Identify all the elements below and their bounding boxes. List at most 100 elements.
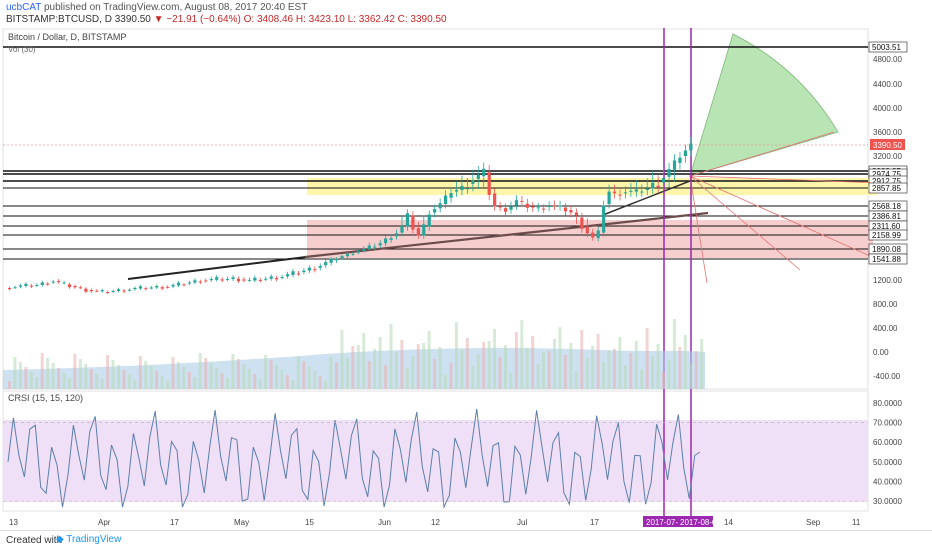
volume-bar (553, 339, 556, 389)
volume-bar (373, 349, 377, 389)
candle-body (106, 292, 110, 293)
volume-bar (427, 331, 431, 389)
brand-name: TradingView (66, 534, 122, 545)
candle-body (645, 188, 649, 191)
volume-bar (236, 359, 240, 389)
candle-body (602, 205, 606, 233)
volume-bar (35, 377, 39, 389)
level-tag-text: 2311.60 (872, 222, 901, 231)
last-price-tag-text: 3390.50 (873, 141, 902, 150)
chart-svg[interactable]: 4800.00 4400.00 4000.00 3600.00 3200.00 1200.… (0, 28, 932, 530)
volume-bar (378, 337, 382, 389)
volume-bar (405, 368, 409, 389)
low-readout: L: 3362.42 (347, 14, 395, 25)
volume-bar (13, 357, 17, 389)
rsi-line (7, 408, 701, 510)
volume-bar (29, 372, 33, 389)
volume-bar (520, 320, 524, 389)
volume-bar (585, 358, 589, 389)
volume-bar (351, 346, 355, 389)
volume-bar (215, 368, 219, 389)
candle-body (13, 287, 17, 289)
level-tag-text: 2568.18 (872, 202, 901, 211)
x-tick-label: Jun (378, 518, 391, 527)
candle-body (536, 207, 540, 209)
volume-bar (596, 334, 600, 389)
candle-body (433, 209, 437, 213)
volume-bar (623, 365, 627, 389)
candle-body (236, 278, 241, 282)
volume-bar (67, 378, 71, 389)
candle-body (226, 278, 230, 280)
candle-body (247, 279, 251, 281)
volume-bar (449, 363, 453, 389)
candle-body (62, 282, 66, 284)
author-link[interactable]: ucbCAT (6, 2, 42, 13)
candle-body (253, 277, 257, 281)
volume-bar (242, 364, 246, 389)
x-tick-label: May (234, 518, 249, 527)
ohlc-readout: BITSTAMP:BTCUSD, D 3390.50 ▼ −21.91 (−0.… (6, 14, 447, 25)
candle-body (182, 284, 186, 286)
price-axis: 4800.00 4400.00 4000.00 3600.00 3200.00 1200.… (3, 41, 908, 506)
candle-body (672, 160, 677, 170)
candle-body (651, 182, 655, 189)
volume-bar (656, 344, 660, 389)
chart-area[interactable]: 4800.00 4400.00 4000.00 3600.00 3200.00 1200.… (0, 28, 932, 530)
volume-bar (602, 362, 606, 389)
chart-title: Bitcoin / Dollar, D, BITSTAMP (8, 32, 126, 42)
candle-body (46, 283, 50, 285)
candle-body (193, 280, 197, 283)
fan-shape (689, 33, 839, 177)
volume-bar (422, 343, 426, 389)
volume-bar (51, 363, 55, 389)
candle-body (640, 191, 644, 193)
volume-bar (580, 330, 584, 389)
volume-bar (160, 376, 164, 389)
volume-bar (78, 359, 82, 389)
candle-body (678, 157, 682, 163)
volume-bar (662, 372, 665, 389)
candle-body (563, 207, 568, 212)
volume-bar (220, 373, 224, 389)
volume-bar (645, 328, 649, 389)
volume-bar (536, 364, 540, 389)
volume-bar (73, 354, 77, 389)
x-tick-label: 17 (170, 518, 179, 527)
level-tag-text: 2386.81 (872, 212, 901, 221)
volume-bar (514, 332, 518, 389)
level-tag-text: 1890.08 (872, 245, 901, 254)
volume-bar (460, 350, 464, 389)
last-price-readout: 3390.50 (114, 14, 151, 25)
high-readout: H: 3423.10 (295, 14, 345, 25)
candle-body (258, 280, 262, 281)
tradingview-logo[interactable]: ◆ TradingView (56, 534, 122, 545)
volume-bar (569, 343, 573, 389)
candle-body (296, 273, 301, 275)
x-tick-label: Jul (517, 518, 527, 527)
y-tick-label: 800.00 (873, 300, 898, 309)
volume-bar (689, 363, 693, 389)
date-marker-2: 2017-08-06 (680, 518, 721, 527)
candle-body (231, 277, 235, 279)
candle-body (57, 281, 61, 283)
volume-bar (57, 368, 61, 389)
candle-body (367, 245, 371, 250)
volume-bar (651, 356, 655, 389)
volume-bar (493, 329, 497, 389)
candle-body (384, 238, 388, 244)
volume-bar (700, 339, 704, 389)
volume-bar (340, 330, 344, 389)
volume-bar (204, 358, 208, 389)
x-tick-label: Apr (98, 518, 111, 527)
candle-body (400, 225, 404, 233)
volume-bar (187, 372, 191, 389)
x-tick-label: 14 (724, 518, 733, 527)
candle-body (629, 190, 633, 192)
volume-bar (607, 350, 611, 389)
candle-body (220, 279, 224, 281)
candle-body (8, 288, 12, 290)
fan-rays (689, 131, 881, 284)
volume-bar (547, 351, 551, 389)
volume-bar (155, 371, 159, 389)
